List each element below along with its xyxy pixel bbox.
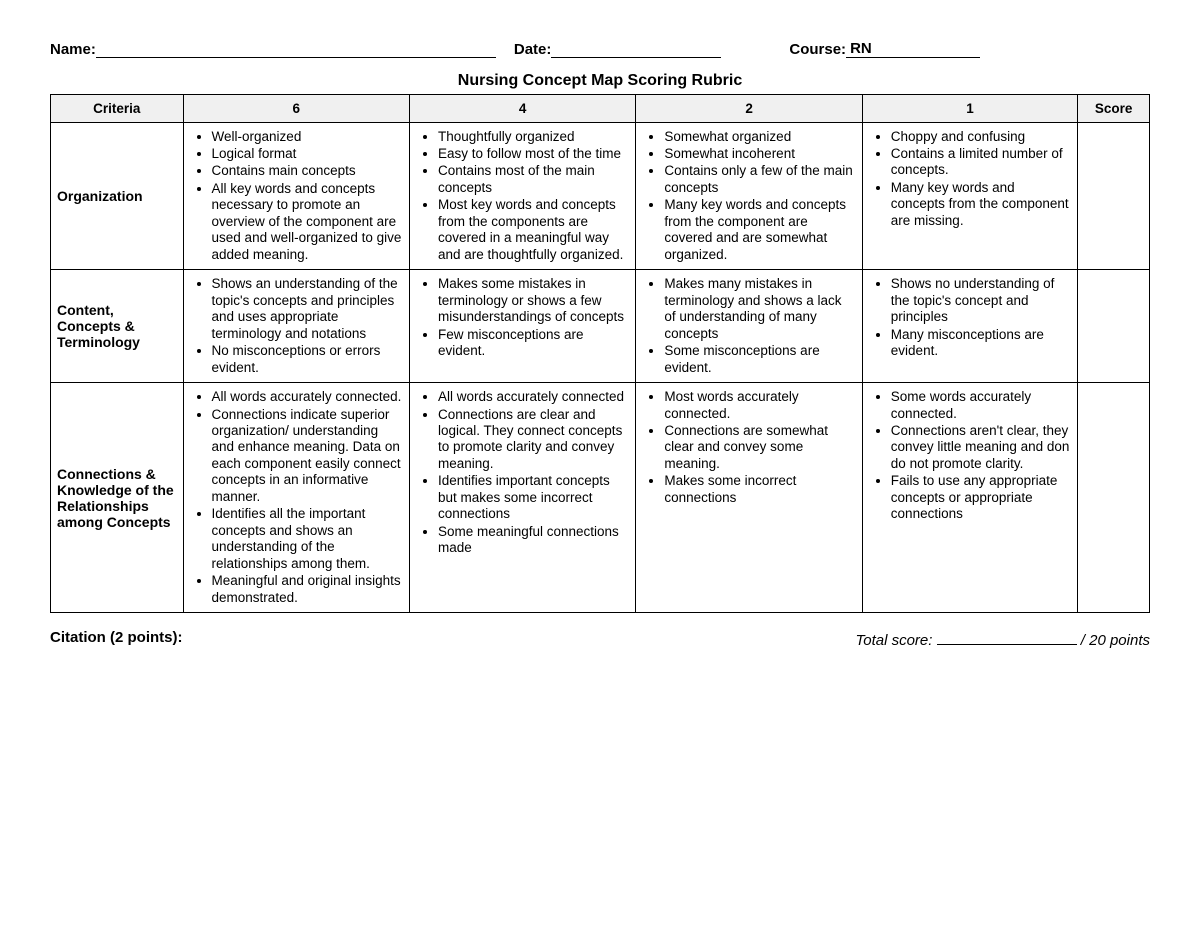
name-label: Name: <box>50 41 96 58</box>
rubric-bullet: Most words accurately connected. <box>664 389 855 422</box>
rubric-bullet: Choppy and confusing <box>891 129 1071 145</box>
rubric-bullet: Connections are somewhat clear and conve… <box>664 423 855 472</box>
criteria-cell: Content, Concepts & Terminology <box>51 270 184 383</box>
rubric-bullet: Some meaningful connections made <box>438 524 629 557</box>
rubric-bullet: Connections indicate superior organizati… <box>212 407 403 506</box>
table-header-row: Criteria6421Score <box>51 94 1150 122</box>
rubric-bullet: Logical format <box>212 146 403 162</box>
rubric-bullet: Contains only a few of the main concepts <box>664 163 855 196</box>
rubric-bullet: Most key words and concepts from the com… <box>438 197 629 263</box>
column-header: Criteria <box>51 94 184 122</box>
footer: Citation (2 points): Total score: / 20 p… <box>50 629 1150 649</box>
rubric-bullet: Identifies all the important concepts an… <box>212 506 403 572</box>
criteria-cell: Connections & Knowledge of the Relations… <box>51 383 184 613</box>
course-value[interactable]: RN <box>846 40 980 58</box>
total-blank[interactable] <box>937 629 1077 645</box>
rubric-bullet: All words accurately connected. <box>212 389 403 405</box>
column-header: 4 <box>409 94 635 122</box>
rubric-cell: Choppy and confusingContains a limited n… <box>862 122 1077 270</box>
rubric-bullet: Some words accurately connected. <box>891 389 1071 422</box>
score-cell[interactable] <box>1078 270 1150 383</box>
rubric-bullet: Somewhat organized <box>664 129 855 145</box>
rubric-bullet: Many misconceptions are evident. <box>891 327 1071 360</box>
rubric-bullet: Contains a limited number of concepts. <box>891 146 1071 179</box>
rubric-bullet: Fails to use any appropriate concepts or… <box>891 473 1071 522</box>
rubric-bullet: All key words and concepts necessary to … <box>212 181 403 263</box>
name-blank[interactable] <box>96 42 496 58</box>
rubric-bullet: Connections are clear and logical. They … <box>438 407 629 473</box>
rubric-bullet: Connections aren't clear, they convey li… <box>891 423 1071 472</box>
column-header: Score <box>1078 94 1150 122</box>
table-row: Connections & Knowledge of the Relations… <box>51 383 1150 613</box>
rubric-cell: All words accurately connected Connection… <box>409 383 635 613</box>
rubric-bullet: Shows an understanding of the topic's co… <box>212 276 403 342</box>
rubric-bullet: Many key words and concepts from the com… <box>891 180 1071 229</box>
rubric-bullet: Makes some incorrect connections <box>664 473 855 506</box>
rubric-cell: Shows no understanding of the topic's co… <box>862 270 1077 383</box>
header-fields: Name: Date: Course: RN <box>50 40 1150 58</box>
rubric-bullet: Contains main concepts <box>212 163 403 179</box>
rubric-bullet: All words accurately connected <box>438 389 629 405</box>
table-row: Content, Concepts & Terminology Shows an … <box>51 270 1150 383</box>
rubric-bullet: Meaningful and original insights demonst… <box>212 573 403 606</box>
criteria-cell: Organization <box>51 122 184 270</box>
rubric-bullet: Well-organized <box>212 129 403 145</box>
column-header: 6 <box>183 94 409 122</box>
rubric-bullet: Many key words and concepts from the com… <box>664 197 855 263</box>
rubric-bullet: Thoughtfully organized <box>438 129 629 145</box>
rubric-table: Criteria6421Score OrganizationWell-organ… <box>50 94 1150 614</box>
rubric-bullet: Easy to follow most of the time <box>438 146 629 162</box>
score-cell[interactable] <box>1078 383 1150 613</box>
rubric-bullet: No misconceptions or errors evident. <box>212 343 403 376</box>
column-header: 2 <box>636 94 862 122</box>
score-cell[interactable] <box>1078 122 1150 270</box>
rubric-cell: Well-organizedLogical formatContains mai… <box>183 122 409 270</box>
rubric-bullet: Contains most of the main concepts <box>438 163 629 196</box>
rubric-cell: All words accurately connected. Connectio… <box>183 383 409 613</box>
date-label: Date: <box>514 41 552 58</box>
rubric-bullet: Few misconceptions are evident. <box>438 327 629 360</box>
course-label: Course: <box>789 41 846 58</box>
date-blank[interactable] <box>551 42 721 58</box>
citation-label: Citation (2 points): <box>50 629 182 649</box>
rubric-cell: Somewhat organizedSomewhat incoherentCon… <box>636 122 862 270</box>
rubric-bullet: Somewhat incoherent <box>664 146 855 162</box>
total-score: Total score: / 20 points <box>855 629 1150 649</box>
rubric-cell: Makes many mistakes in terminology and s… <box>636 270 862 383</box>
rubric-bullet: Shows no understanding of the topic's co… <box>891 276 1071 325</box>
column-header: 1 <box>862 94 1077 122</box>
rubric-cell: Makes some mistakes in terminology or sh… <box>409 270 635 383</box>
rubric-bullet: Makes some mistakes in terminology or sh… <box>438 276 629 325</box>
page-title: Nursing Concept Map Scoring Rubric <box>50 72 1150 90</box>
rubric-cell: Thoughtfully organizedEasy to follow mos… <box>409 122 635 270</box>
table-row: OrganizationWell-organizedLogical format… <box>51 122 1150 270</box>
rubric-bullet: Some misconceptions are evident. <box>664 343 855 376</box>
rubric-bullet: Identifies important concepts but makes … <box>438 473 629 522</box>
rubric-cell: Shows an understanding of the topic's co… <box>183 270 409 383</box>
rubric-bullet: Makes many mistakes in terminology and s… <box>664 276 855 342</box>
rubric-cell: Most words accurately connected.Connecti… <box>636 383 862 613</box>
rubric-cell: Some words accurately connected.Connecti… <box>862 383 1077 613</box>
